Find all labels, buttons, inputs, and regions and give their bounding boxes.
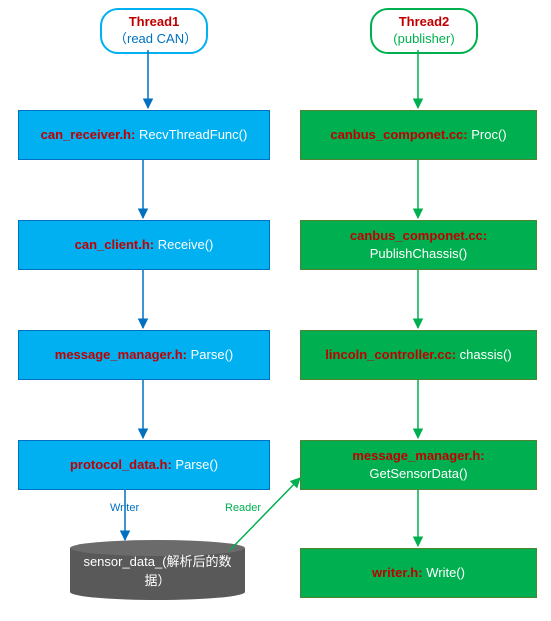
m5-file: writer.h: xyxy=(372,565,423,580)
n3-file: message_manager.h: xyxy=(55,347,187,362)
n2-func: Receive() xyxy=(154,237,213,252)
node-canbus-proc: canbus_componet.cc: Proc() xyxy=(300,110,537,160)
m4-func: GetSensorData() xyxy=(369,466,467,481)
reader-label: Reader xyxy=(225,502,261,514)
cylinder-label: sensor_data_(解析后的数据） xyxy=(70,551,245,589)
m1-func: Proc() xyxy=(468,127,507,142)
n2-file: can_client.h: xyxy=(75,237,154,252)
n1-func: RecvThreadFunc() xyxy=(135,127,247,142)
m3-file: lincoln_controller.cc: xyxy=(325,347,456,362)
node-can-receiver: can_receiver.h: RecvThreadFunc() xyxy=(18,110,270,160)
n4-file: protocol_data.h: xyxy=(70,457,172,472)
thread1-header: Thread1 （read CAN） xyxy=(100,8,208,54)
node-protocol-data: protocol_data.h: Parse() xyxy=(18,440,270,490)
thread1-subtitle: （read CAN） xyxy=(114,31,194,48)
m2-file: canbus_componet.cc: xyxy=(350,228,487,243)
n3-func: Parse() xyxy=(187,347,233,362)
node-lincoln-chassis: lincoln_controller.cc: chassis() xyxy=(300,330,537,380)
n4-func: Parse() xyxy=(172,457,218,472)
thread2-subtitle: (publisher) xyxy=(384,31,464,48)
writer-label: Writer xyxy=(110,502,139,514)
m1-file: canbus_componet.cc: xyxy=(330,127,467,142)
m3-func: chassis() xyxy=(456,347,512,362)
cylinder-sensor-data: sensor_data_(解析后的数据） xyxy=(70,540,245,600)
thread2-header: Thread2 (publisher) xyxy=(370,8,478,54)
m5-func: Write() xyxy=(423,565,465,580)
m2-func: PublishChassis() xyxy=(370,246,468,261)
m4-file: message_manager.h: xyxy=(352,448,484,463)
node-can-client: can_client.h: Receive() xyxy=(18,220,270,270)
arrows-svg xyxy=(0,0,551,621)
node-msg-mgr-get: message_manager.h: GetSensorData() xyxy=(300,440,537,490)
node-msg-mgr-parse: message_manager.h: Parse() xyxy=(18,330,270,380)
thread1-title: Thread1 xyxy=(114,14,194,31)
n1-file: can_receiver.h: xyxy=(41,127,136,142)
thread2-title: Thread2 xyxy=(384,14,464,31)
node-writer-write: writer.h: Write() xyxy=(300,548,537,598)
node-canbus-publish: canbus_componet.cc: PublishChassis() xyxy=(300,220,537,270)
